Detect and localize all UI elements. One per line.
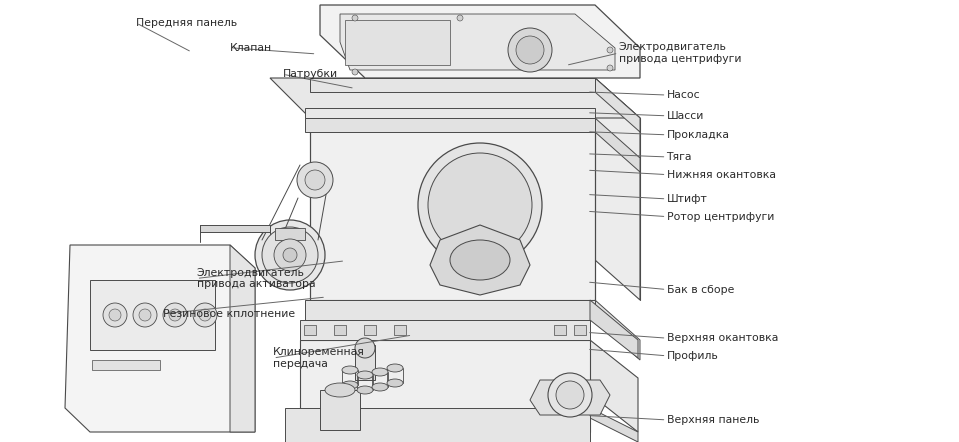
Ellipse shape <box>342 366 358 374</box>
Circle shape <box>139 309 151 321</box>
Text: Бак в сборе: Бак в сборе <box>667 285 734 294</box>
Circle shape <box>199 309 211 321</box>
Text: Штифт: Штифт <box>667 194 708 204</box>
Polygon shape <box>300 340 590 432</box>
Polygon shape <box>574 325 586 335</box>
Text: Верхняя окантовка: Верхняя окантовка <box>667 333 778 343</box>
Polygon shape <box>595 78 640 300</box>
Circle shape <box>352 15 358 21</box>
Ellipse shape <box>372 383 388 391</box>
Polygon shape <box>92 360 160 370</box>
Circle shape <box>297 162 333 198</box>
Text: Клиноременная
передача: Клиноременная передача <box>273 347 365 369</box>
Text: Ротор центрифуги: Ротор центрифуги <box>667 212 774 221</box>
Circle shape <box>193 303 217 327</box>
Polygon shape <box>65 245 255 432</box>
Polygon shape <box>345 20 450 65</box>
Text: Клапан: Клапан <box>230 43 272 53</box>
Circle shape <box>508 28 552 72</box>
Ellipse shape <box>372 368 388 376</box>
Polygon shape <box>394 325 406 335</box>
Circle shape <box>262 227 318 283</box>
Polygon shape <box>595 118 640 172</box>
Polygon shape <box>320 390 360 430</box>
Circle shape <box>274 239 306 271</box>
Polygon shape <box>200 225 270 232</box>
Polygon shape <box>430 225 530 295</box>
Polygon shape <box>275 228 305 240</box>
Circle shape <box>548 373 592 417</box>
Circle shape <box>428 153 532 257</box>
Text: Резиновое кплотнение: Резиновое кплотнение <box>163 309 295 319</box>
Polygon shape <box>230 245 255 432</box>
Ellipse shape <box>357 386 373 394</box>
Polygon shape <box>340 14 615 70</box>
Text: Насос: Насос <box>667 90 700 100</box>
Polygon shape <box>590 340 638 432</box>
Ellipse shape <box>342 381 358 389</box>
Circle shape <box>103 303 127 327</box>
Ellipse shape <box>357 371 373 379</box>
Circle shape <box>556 381 584 409</box>
Circle shape <box>169 309 181 321</box>
Text: Прокладка: Прокладка <box>667 130 730 140</box>
Polygon shape <box>285 408 590 442</box>
Polygon shape <box>305 118 595 132</box>
Polygon shape <box>270 78 640 118</box>
Circle shape <box>516 36 544 64</box>
Circle shape <box>607 65 613 71</box>
Circle shape <box>109 309 121 321</box>
Polygon shape <box>90 280 215 350</box>
Circle shape <box>457 15 463 21</box>
Circle shape <box>163 303 187 327</box>
Text: Передняя панель: Передняя панель <box>136 18 237 28</box>
Circle shape <box>355 338 375 358</box>
Polygon shape <box>310 78 595 92</box>
Circle shape <box>133 303 157 327</box>
Polygon shape <box>590 300 638 358</box>
Text: Шасси: Шасси <box>667 111 704 121</box>
Polygon shape <box>554 325 566 335</box>
Circle shape <box>255 220 325 290</box>
Polygon shape <box>334 325 346 335</box>
Circle shape <box>305 170 325 190</box>
Polygon shape <box>590 408 638 442</box>
Text: Нижняя окантовка: Нижняя окантовка <box>667 170 776 179</box>
Polygon shape <box>310 118 595 300</box>
Text: Патрубки: Патрубки <box>283 69 338 79</box>
Polygon shape <box>305 300 595 320</box>
Text: Профиль: Профиль <box>667 351 718 361</box>
Polygon shape <box>530 380 610 415</box>
Circle shape <box>352 69 358 75</box>
Polygon shape <box>304 325 316 335</box>
Polygon shape <box>300 320 590 340</box>
Text: Верхняя панель: Верхняя панель <box>667 415 759 425</box>
Polygon shape <box>364 325 376 335</box>
Text: Электродвигатель
привода активатора: Электродвигатель привода активатора <box>197 268 316 289</box>
Circle shape <box>283 248 297 262</box>
Polygon shape <box>355 345 375 380</box>
Polygon shape <box>320 5 640 78</box>
Circle shape <box>418 143 542 267</box>
Ellipse shape <box>450 240 510 280</box>
Ellipse shape <box>387 364 403 372</box>
Polygon shape <box>305 108 595 118</box>
Polygon shape <box>595 78 640 132</box>
Text: Тяга: Тяга <box>667 152 692 162</box>
Circle shape <box>607 47 613 53</box>
Ellipse shape <box>325 383 355 397</box>
Ellipse shape <box>387 379 403 387</box>
Text: Электродвигатель
привода центрифуги: Электродвигатель привода центрифуги <box>619 42 741 64</box>
Polygon shape <box>595 300 640 360</box>
